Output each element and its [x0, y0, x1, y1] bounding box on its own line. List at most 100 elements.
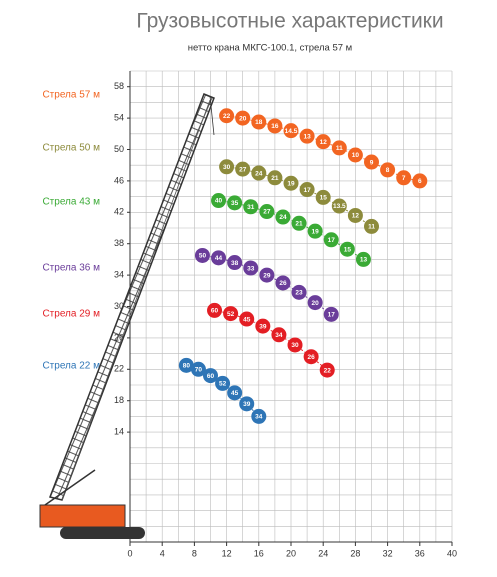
load-point: [178, 357, 194, 373]
load-label: 60: [211, 308, 219, 315]
load-label: 13: [360, 257, 368, 264]
legend-label: Стрела 57 м: [42, 90, 100, 101]
load-point: [259, 204, 275, 220]
load-label: 15: [344, 246, 352, 253]
x-tick-label: 36: [415, 548, 425, 558]
load-label: 80: [183, 363, 191, 370]
load-point: [339, 241, 355, 257]
load-label: 26: [308, 354, 316, 361]
load-point: [215, 375, 231, 391]
load-label: 24: [279, 214, 287, 221]
load-point: [299, 128, 315, 144]
legend-label: Стрела 50 м: [42, 143, 100, 154]
load-label: 30: [291, 342, 299, 349]
load-point: [219, 159, 235, 175]
load-label: 14.5: [285, 128, 298, 135]
y-tick-label: 50: [114, 144, 124, 154]
title: Грузовысотные характеристики: [136, 10, 443, 33]
load-point: [275, 275, 291, 291]
load-point: [303, 349, 319, 365]
load-point: [251, 114, 267, 130]
load-label: 26: [279, 280, 287, 287]
load-point: [323, 306, 339, 322]
load-label: 11: [368, 224, 375, 231]
load-label: 29: [263, 272, 271, 279]
load-point: [227, 255, 243, 271]
load-point: [364, 218, 379, 234]
load-point: [211, 250, 227, 266]
load-label: 21: [295, 221, 303, 228]
crane: [39, 93, 215, 539]
load-point: [307, 295, 323, 311]
y-tick-label: 38: [114, 238, 124, 248]
load-label: 17: [303, 187, 311, 194]
load-point: [239, 396, 255, 412]
load-point: [319, 362, 335, 378]
load-label: 34: [275, 332, 283, 339]
load-point: [239, 311, 255, 327]
load-point: [283, 175, 299, 191]
load-label: 39: [243, 401, 251, 408]
x-tick-label: 16: [254, 548, 264, 558]
load-label: 27: [239, 166, 247, 173]
y-tick-label: 42: [114, 207, 124, 217]
load-label: 19: [287, 180, 295, 187]
legend-label: Стрела 43 м: [42, 197, 100, 208]
load-point: [207, 302, 223, 318]
load-label: 52: [227, 311, 235, 318]
load-label: 17: [328, 237, 336, 244]
load-point: [307, 223, 323, 239]
load-point: [412, 173, 428, 189]
load-point: [194, 247, 210, 263]
boom: [48, 93, 215, 501]
load-point: [235, 110, 251, 126]
load-label: 45: [231, 390, 239, 397]
x-tick-label: 24: [318, 548, 328, 558]
load-label: 21: [271, 175, 279, 182]
load-point: [315, 134, 331, 150]
load-label: 34: [255, 414, 263, 421]
load-point: [323, 232, 339, 248]
load-point: [331, 198, 347, 214]
y-tick-label: 22: [114, 364, 124, 374]
load-label: 6: [418, 178, 422, 185]
plot: 0 4 8 12 16 20 24 28 32 36 40 14 18 22 26 30 34 38 42 46 50 5…: [42, 70, 457, 558]
load-label: 23: [295, 290, 303, 297]
load-point: [275, 209, 291, 225]
load-point: [203, 368, 218, 384]
load-point: [291, 215, 307, 231]
load-label: 16: [271, 123, 279, 130]
load-label: 33: [247, 265, 255, 272]
load-label: 27: [263, 209, 271, 216]
x-tick-label: 40: [447, 548, 457, 558]
load-label: 7: [402, 175, 406, 182]
load-label: 52: [219, 381, 227, 388]
subtitle: нетто крана МКГС-100.1, стрела 57 м: [188, 43, 352, 54]
load-label: 10: [352, 152, 360, 159]
load-point: [235, 161, 251, 177]
load-point: [227, 385, 243, 401]
load-point: [287, 337, 303, 353]
series-line: [226, 166, 372, 227]
load-point: [380, 162, 396, 178]
legend-label: Стрела 29 м: [42, 309, 100, 320]
load-point: [259, 267, 275, 283]
load-point: [211, 193, 227, 209]
load-point: [364, 154, 379, 170]
load-label: 40: [215, 198, 223, 205]
y-tick-label: 46: [114, 175, 124, 185]
load-point: [355, 251, 371, 267]
load-label: 9: [370, 159, 374, 166]
load-point: [331, 140, 347, 156]
load-point: [227, 195, 243, 211]
load-point: [255, 318, 271, 334]
x-tick-label: 12: [222, 548, 232, 558]
load-point: [347, 207, 363, 223]
load-label: 30: [223, 164, 231, 171]
load-label: 22: [324, 367, 332, 374]
legend-label: Стрела 22 м: [42, 361, 100, 372]
load-label: 35: [231, 200, 239, 207]
load-label: 18: [255, 119, 263, 126]
load-point: [283, 123, 299, 139]
